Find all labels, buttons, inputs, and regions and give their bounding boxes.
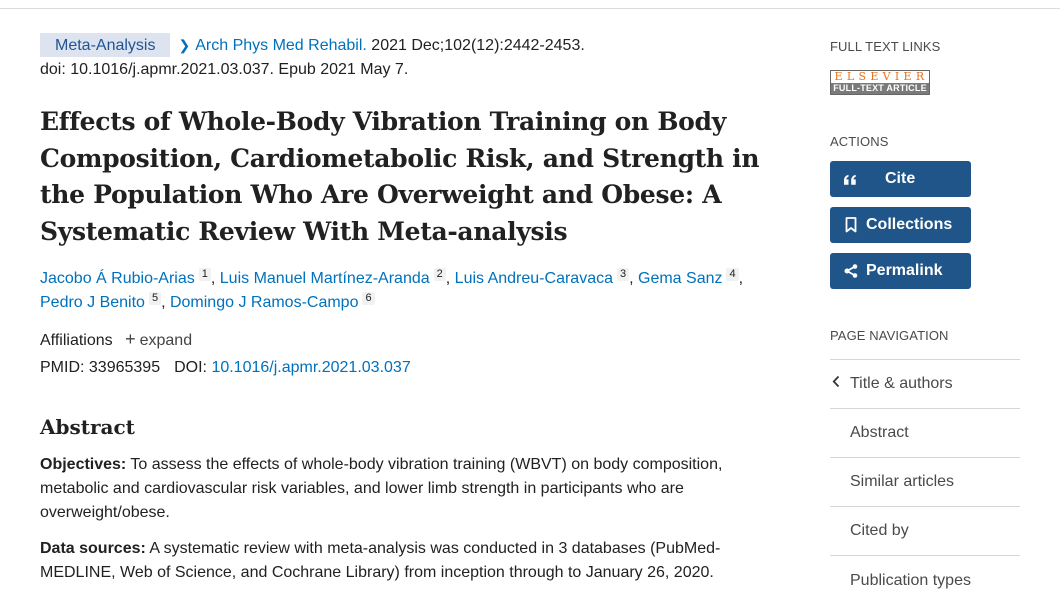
- author-link[interactable]: Gema Sanz: [638, 270, 723, 287]
- identifiers-row: PMID: 33965395 DOI: 10.1016/j.apmr.2021.0…: [40, 356, 760, 380]
- chevron-left-icon: [832, 375, 840, 393]
- abstract-data-sources: Data sources: A systematic review with m…: [40, 537, 760, 585]
- affiliation-ref[interactable]: 1: [198, 268, 211, 281]
- affiliation-ref[interactable]: 2: [433, 268, 446, 281]
- elsevier-full-text-link[interactable]: ELSEVIER FULL-TEXT ARTICLE: [830, 70, 930, 95]
- bookmark-icon: [843, 217, 859, 233]
- pmid-value: 33965395: [88, 359, 161, 376]
- cite-label: Cite: [885, 170, 916, 187]
- header-divider: [0, 0, 1060, 9]
- pmid-label: PMID:: [40, 359, 85, 376]
- authors-list: Jacobo Á Rubio-Arias 1, Luis Manuel Martí…: [40, 268, 744, 311]
- affiliations-label: Affiliations: [40, 332, 113, 349]
- affiliation-ref[interactable]: 3: [616, 268, 630, 281]
- permalink-button[interactable]: Permalink: [830, 253, 971, 289]
- citation-text: 2021 Dec;102(12):2442-2453.: [366, 37, 585, 54]
- publication-type-badge: Meta-Analysis: [40, 33, 171, 57]
- doi-link[interactable]: 10.1016/j.apmr.2021.03.037: [211, 359, 411, 376]
- article-main: Meta-Analysis ❯ Arch Phys Med Rehabil. 202…: [40, 33, 760, 585]
- abstract-heading: Abstract: [40, 415, 135, 439]
- elsevier-full-text-label: FULL-TEXT ARTICLE: [831, 83, 929, 94]
- affiliation-ref[interactable]: 4: [726, 268, 739, 281]
- author-link[interactable]: Luis Andreu-Caravaca: [454, 270, 613, 287]
- nav-item-title-authors[interactable]: Title & authors: [830, 360, 1020, 409]
- expand-label: expand: [139, 332, 193, 349]
- cite-button[interactable]: Cite: [830, 161, 971, 197]
- author-link[interactable]: Pedro J Benito: [40, 294, 145, 311]
- collections-button[interactable]: Collections: [830, 207, 971, 243]
- doi-label: DOI:: [174, 359, 207, 376]
- affiliation-ref[interactable]: 6: [362, 292, 375, 305]
- nav-item-abstract[interactable]: Abstract: [830, 409, 1020, 458]
- nav-item-similar-articles[interactable]: Similar articles: [830, 458, 1020, 507]
- author-link[interactable]: Jacobo Á Rubio-Arias: [40, 270, 195, 287]
- plus-icon: +: [125, 329, 136, 349]
- nav-item-label: Publication types: [850, 571, 971, 589]
- section-label: Data sources:: [40, 540, 146, 557]
- actions-heading: ACTIONS: [830, 134, 889, 149]
- full-text-links-heading: FULL TEXT LINKS: [830, 39, 941, 54]
- affiliation-ref[interactable]: 5: [148, 292, 162, 305]
- section-label: Objectives:: [40, 456, 127, 473]
- nav-item-label: Title & authors: [850, 375, 953, 392]
- nav-item-label: Similar articles: [850, 473, 955, 490]
- article-title: Effects of Whole-Body Vibration Training…: [40, 107, 760, 246]
- affiliations-row: Affiliations + expand: [40, 327, 760, 353]
- section-text: To assess the effects of whole-body vibr…: [40, 456, 723, 521]
- nav-item-label: Abstract: [850, 424, 909, 441]
- author-link[interactable]: Domingo J Ramos-Campo: [169, 294, 359, 311]
- nav-item-publication-types[interactable]: Publication types: [830, 556, 1020, 600]
- collections-label: Collections: [866, 216, 953, 233]
- doi-epub-text: doi: 10.1016/j.apmr.2021.03.037. Epub 20…: [40, 61, 409, 78]
- quote-icon: [843, 174, 859, 185]
- permalink-label: Permalink: [866, 262, 943, 279]
- elsevier-logo-text: ELSEVIER: [831, 71, 929, 83]
- page-navigation-heading: PAGE NAVIGATION: [830, 328, 949, 343]
- author-link[interactable]: Luis Manuel Martínez-Aranda: [219, 270, 430, 287]
- page-navigation-list: Title & authors Abstract Similar article…: [830, 359, 1020, 600]
- nav-item-cited-by[interactable]: Cited by: [830, 507, 1020, 556]
- sidebar: FULL TEXT LINKS ELSEVIER FULL-TEXT ARTIC…: [830, 38, 1020, 600]
- nav-item-label: Cited by: [850, 522, 909, 539]
- share-icon: [843, 264, 859, 278]
- chevron-right-icon: ❯: [178, 37, 191, 53]
- expand-affiliations-button[interactable]: + expand: [125, 329, 193, 349]
- abstract-objectives: Objectives: To assess the effects of who…: [40, 453, 760, 525]
- journal-link[interactable]: Arch Phys Med Rehabil.: [195, 37, 367, 54]
- section-text: A systematic review with meta-analysis w…: [40, 540, 721, 581]
- citation-row: Meta-Analysis ❯ Arch Phys Med Rehabil. 202…: [40, 33, 760, 58]
